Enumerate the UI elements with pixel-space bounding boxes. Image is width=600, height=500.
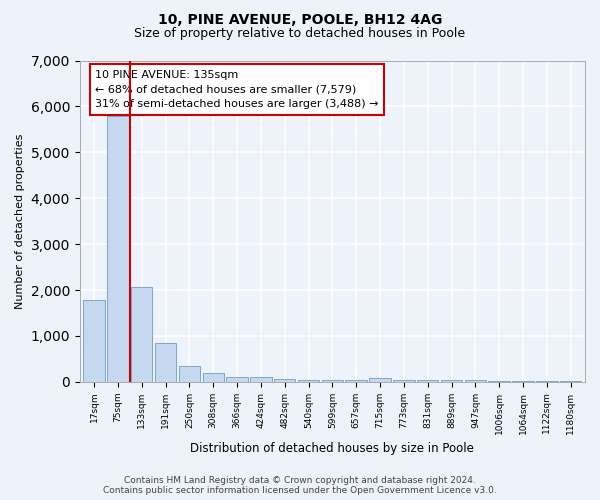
Bar <box>512 381 534 382</box>
Bar <box>250 378 272 382</box>
Bar <box>179 366 200 382</box>
Bar <box>83 300 105 382</box>
Text: Contains HM Land Registry data © Crown copyright and database right 2024.
Contai: Contains HM Land Registry data © Crown c… <box>103 476 497 495</box>
Bar <box>155 344 176 382</box>
Bar <box>488 380 510 382</box>
Bar <box>536 381 557 382</box>
Text: Size of property relative to detached houses in Poole: Size of property relative to detached ho… <box>134 28 466 40</box>
Bar <box>441 380 462 382</box>
Bar <box>464 380 486 382</box>
Bar <box>560 381 581 382</box>
Bar <box>322 380 343 382</box>
Bar <box>393 380 415 382</box>
Bar <box>417 380 439 382</box>
Bar <box>298 380 319 382</box>
Bar <box>226 377 248 382</box>
Bar <box>107 116 128 382</box>
Bar <box>370 378 391 382</box>
Bar <box>203 374 224 382</box>
X-axis label: Distribution of detached houses by size in Poole: Distribution of detached houses by size … <box>190 442 475 455</box>
Bar <box>131 288 152 382</box>
Text: 10 PINE AVENUE: 135sqm
← 68% of detached houses are smaller (7,579)
31% of semi-: 10 PINE AVENUE: 135sqm ← 68% of detached… <box>95 70 379 110</box>
Text: 10, PINE AVENUE, POOLE, BH12 4AG: 10, PINE AVENUE, POOLE, BH12 4AG <box>158 12 442 26</box>
Y-axis label: Number of detached properties: Number of detached properties <box>15 134 25 309</box>
Bar <box>274 380 295 382</box>
Bar <box>346 380 367 382</box>
